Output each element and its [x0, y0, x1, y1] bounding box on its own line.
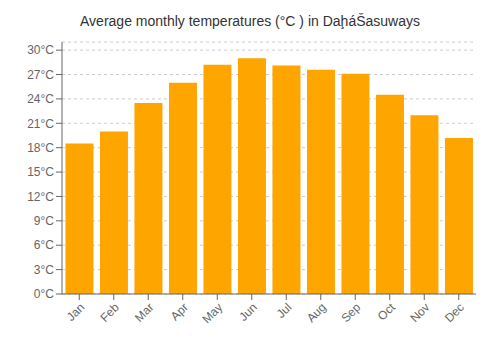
svg-text:Apr: Apr: [168, 300, 191, 323]
svg-text:Mar: Mar: [132, 300, 157, 325]
svg-text:0°C: 0°C: [34, 287, 54, 301]
svg-text:Oct: Oct: [375, 300, 399, 324]
svg-text:Aug: Aug: [304, 300, 329, 325]
svg-text:Nov: Nov: [407, 300, 432, 325]
svg-text:15°C: 15°C: [27, 165, 54, 179]
svg-text:3°C: 3°C: [34, 263, 54, 277]
svg-text:27°C: 27°C: [27, 68, 54, 82]
svg-text:6°C: 6°C: [34, 238, 54, 252]
svg-text:21°C: 21°C: [27, 117, 54, 131]
svg-text:Dec: Dec: [442, 300, 467, 325]
svg-text:Jul: Jul: [274, 300, 295, 321]
svg-text:24°C: 24°C: [27, 92, 54, 106]
svg-text:Jan: Jan: [64, 300, 88, 324]
svg-text:18°C: 18°C: [27, 141, 54, 155]
svg-text:9°C: 9°C: [34, 214, 54, 228]
svg-text:30°C: 30°C: [27, 43, 54, 57]
svg-text:May: May: [199, 300, 225, 326]
svg-text:12°C: 12°C: [27, 190, 54, 204]
svg-text:Feb: Feb: [97, 300, 122, 325]
svg-text:Sep: Sep: [338, 300, 363, 325]
svg-text:Jun: Jun: [236, 300, 260, 324]
html-text:Average monthly temperatures (: Average monthly temperatures (°C ) in Da…: [80, 13, 420, 29]
